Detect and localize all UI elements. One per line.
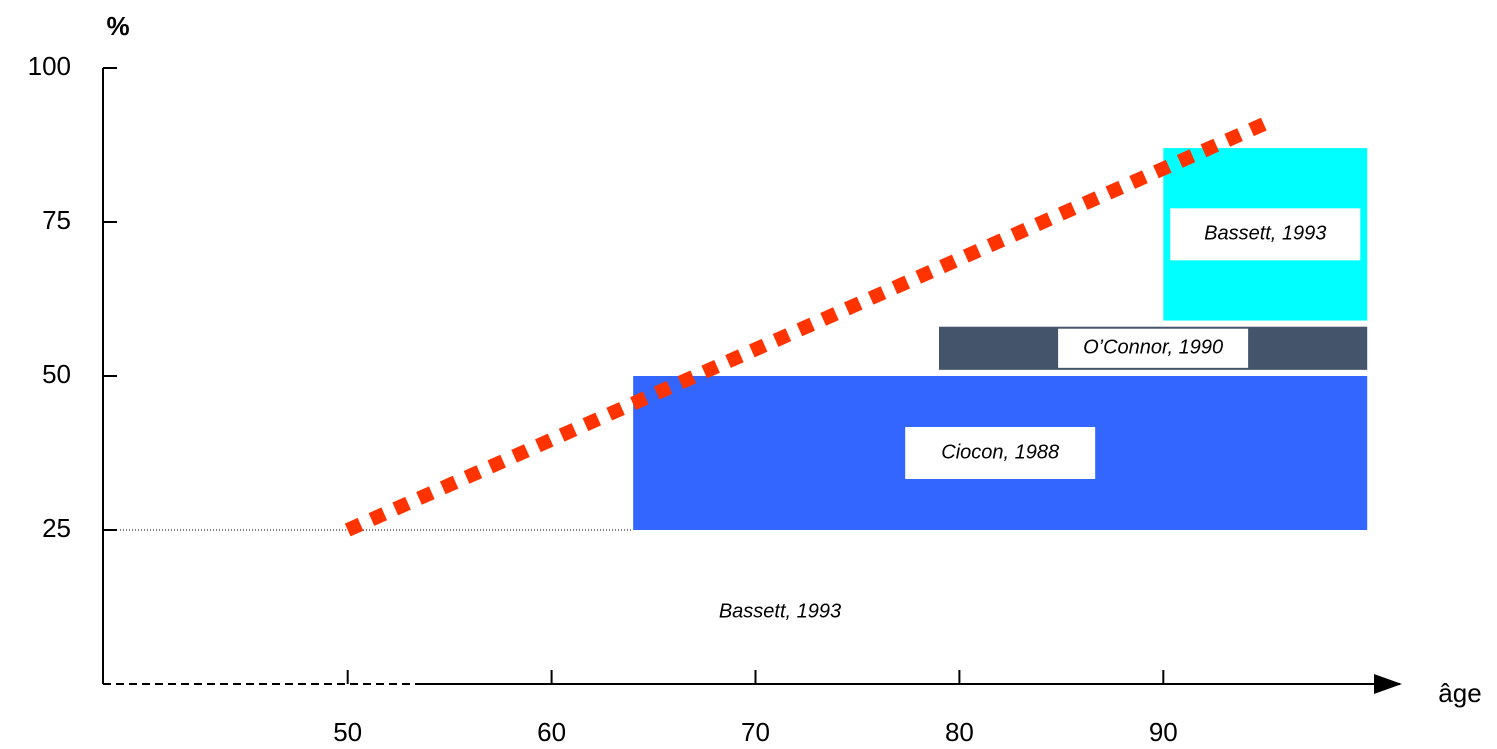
- range-label: Bassett, 1993: [1204, 223, 1326, 245]
- y-tick-label: 50: [42, 359, 71, 389]
- y-tick-label: 100: [28, 51, 71, 81]
- x-tick-label: 80: [945, 717, 974, 747]
- range-label: O’Connor, 1990: [1083, 337, 1223, 359]
- x-tick-label: 90: [1149, 717, 1178, 747]
- label-box: [905, 427, 1096, 479]
- x-tick-label: 60: [537, 717, 566, 747]
- trend-label: Bassett, 1993: [719, 600, 841, 622]
- x-tick-label: 70: [741, 717, 770, 747]
- range-label: Ciocon, 1988: [941, 441, 1059, 463]
- x-axis-label: âge: [1438, 678, 1481, 708]
- x-tick-label: 50: [333, 717, 362, 747]
- label-box: [1170, 208, 1361, 261]
- y-axis-label: %: [106, 11, 129, 41]
- y-tick-label: 25: [42, 513, 71, 543]
- label-box: [1058, 328, 1249, 368]
- trend-line: [344, 117, 1269, 537]
- y-tick-label: 75: [42, 205, 71, 235]
